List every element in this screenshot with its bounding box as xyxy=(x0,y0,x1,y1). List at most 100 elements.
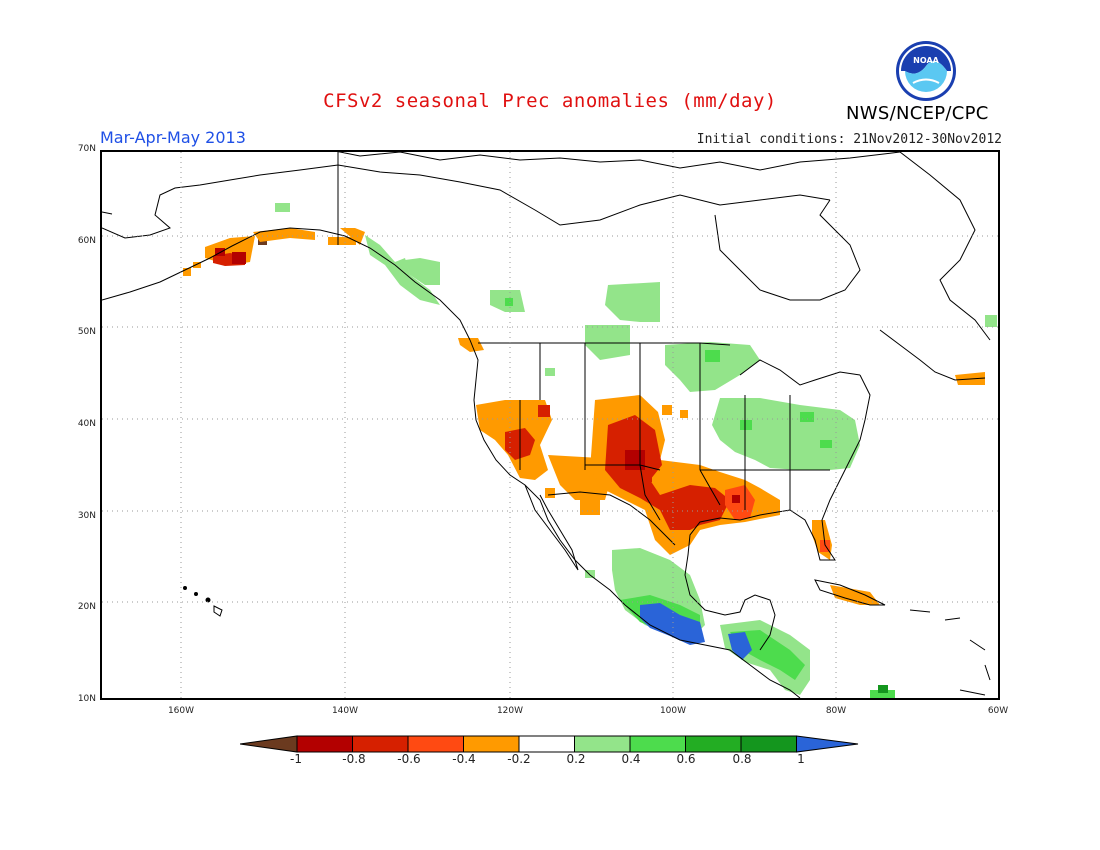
anomaly-region xyxy=(830,585,880,605)
graticule-layer xyxy=(102,152,998,698)
anomaly-region xyxy=(712,398,860,470)
anomaly-cell xyxy=(985,315,997,327)
lon-label-120w: 120W xyxy=(496,706,524,716)
lat-label-60n: 60N xyxy=(77,236,96,246)
colorbar-cell xyxy=(574,735,631,753)
lon-label-80w: 80W xyxy=(825,706,847,716)
anomaly-cell xyxy=(232,252,246,264)
island xyxy=(194,592,198,596)
anomaly-region xyxy=(728,632,752,660)
anomaly-cell xyxy=(538,405,550,417)
logo-text: NOAA xyxy=(913,56,939,65)
anomaly-region xyxy=(365,235,440,305)
anomaly-cell xyxy=(183,268,191,276)
anomaly-region xyxy=(253,228,315,242)
island xyxy=(183,586,187,590)
colorbar-cell xyxy=(740,735,797,753)
coastline xyxy=(547,491,676,546)
coastline xyxy=(899,152,991,341)
anomaly-cell xyxy=(505,298,513,306)
lat-label-50n: 50N xyxy=(77,327,96,337)
chart-title: CFSv2 seasonal Prec anomalies (mm/day) xyxy=(323,90,777,112)
anomaly-region xyxy=(640,603,705,645)
season-label: Mar-Apr-May 2013 xyxy=(100,128,246,147)
lat-label-20n: 20N xyxy=(77,602,96,612)
colorbar-label: 0.6 xyxy=(676,752,696,766)
coastline-layer xyxy=(102,152,991,698)
coastline xyxy=(524,484,579,571)
lat-label-70n: 70N xyxy=(77,144,96,154)
colorbar-label: -0.6 xyxy=(397,752,421,766)
lon-label-100w: 100W xyxy=(659,706,687,716)
anomaly-cell xyxy=(275,203,290,212)
lat-label-30n: 30N xyxy=(77,511,96,521)
colorbar-label: -0.4 xyxy=(452,752,476,766)
coastline xyxy=(337,152,901,171)
coastline xyxy=(684,517,776,651)
anomaly-cell xyxy=(580,500,600,515)
anomaly-cell xyxy=(732,495,740,503)
anomaly-region xyxy=(665,342,760,392)
coastline xyxy=(879,329,986,381)
initial-conditions-label: Initial conditions: 21Nov2012-30Nov2012 xyxy=(696,132,1002,147)
coastline xyxy=(102,211,113,215)
coastline xyxy=(714,199,861,301)
lat-label-10n: 10N xyxy=(77,694,96,704)
anomaly-cell xyxy=(545,488,555,498)
colorbar-cell xyxy=(352,735,409,753)
anomaly-cell xyxy=(878,685,888,693)
island xyxy=(205,597,211,603)
anomaly-cell xyxy=(820,540,830,552)
colorbar-cell xyxy=(407,735,464,753)
anomaly-region xyxy=(605,282,660,322)
coastline xyxy=(909,609,991,696)
anomaly-region xyxy=(328,237,356,245)
lon-label-60w: 60W xyxy=(987,706,1009,716)
colorbar-label: 0.8 xyxy=(732,752,752,766)
anomaly-shading-layer xyxy=(183,203,997,698)
agency-label: NWS/NCEP/CPC xyxy=(846,103,989,124)
noaa-logo-icon: NOAA xyxy=(896,41,956,101)
colorbar-label: -0.8 xyxy=(342,752,366,766)
colorbar-label: 0.4 xyxy=(621,752,641,766)
coastline xyxy=(719,374,871,561)
anomaly-cell xyxy=(680,410,688,418)
coastline xyxy=(739,359,861,386)
coastline xyxy=(337,164,831,226)
colorbar-cell xyxy=(796,735,859,753)
coastline xyxy=(102,164,339,239)
anomaly-region xyxy=(605,415,730,530)
anomaly-cell xyxy=(625,450,645,470)
lon-label-140w: 140W xyxy=(331,706,359,716)
colorbar-cell xyxy=(240,735,298,753)
colorbar-cell xyxy=(518,735,575,753)
colorbar-cell xyxy=(685,735,742,753)
anomaly-cell xyxy=(662,405,672,415)
anomaly-cell xyxy=(585,570,595,578)
colorbar-cell xyxy=(629,735,686,753)
coastline xyxy=(213,605,223,617)
anomaly-cell xyxy=(740,420,752,430)
colorbar-label: 0.2 xyxy=(566,752,586,766)
precip-anomaly-map xyxy=(102,152,998,698)
coastline xyxy=(478,342,731,346)
anomaly-cell xyxy=(820,440,832,448)
lat-label-40n: 40N xyxy=(77,419,96,429)
colorbar-label: 1 xyxy=(797,752,805,766)
coastline xyxy=(102,227,471,341)
map-panel xyxy=(100,150,1000,700)
anomaly-cell xyxy=(640,470,652,482)
lon-label-160w: 160W xyxy=(167,706,195,716)
anomaly-cell xyxy=(545,368,555,376)
anomaly-region xyxy=(405,258,440,285)
colorbar-cell xyxy=(463,735,520,753)
coastline xyxy=(469,339,801,698)
coastline xyxy=(639,464,791,521)
colorbar xyxy=(240,735,859,753)
anomaly-cell xyxy=(705,350,720,362)
anomaly-cell xyxy=(800,412,814,422)
anomaly-cell xyxy=(193,262,201,268)
colorbar-label: -0.2 xyxy=(507,752,531,766)
coastline xyxy=(814,579,886,606)
colorbar-label: -1 xyxy=(290,752,302,766)
